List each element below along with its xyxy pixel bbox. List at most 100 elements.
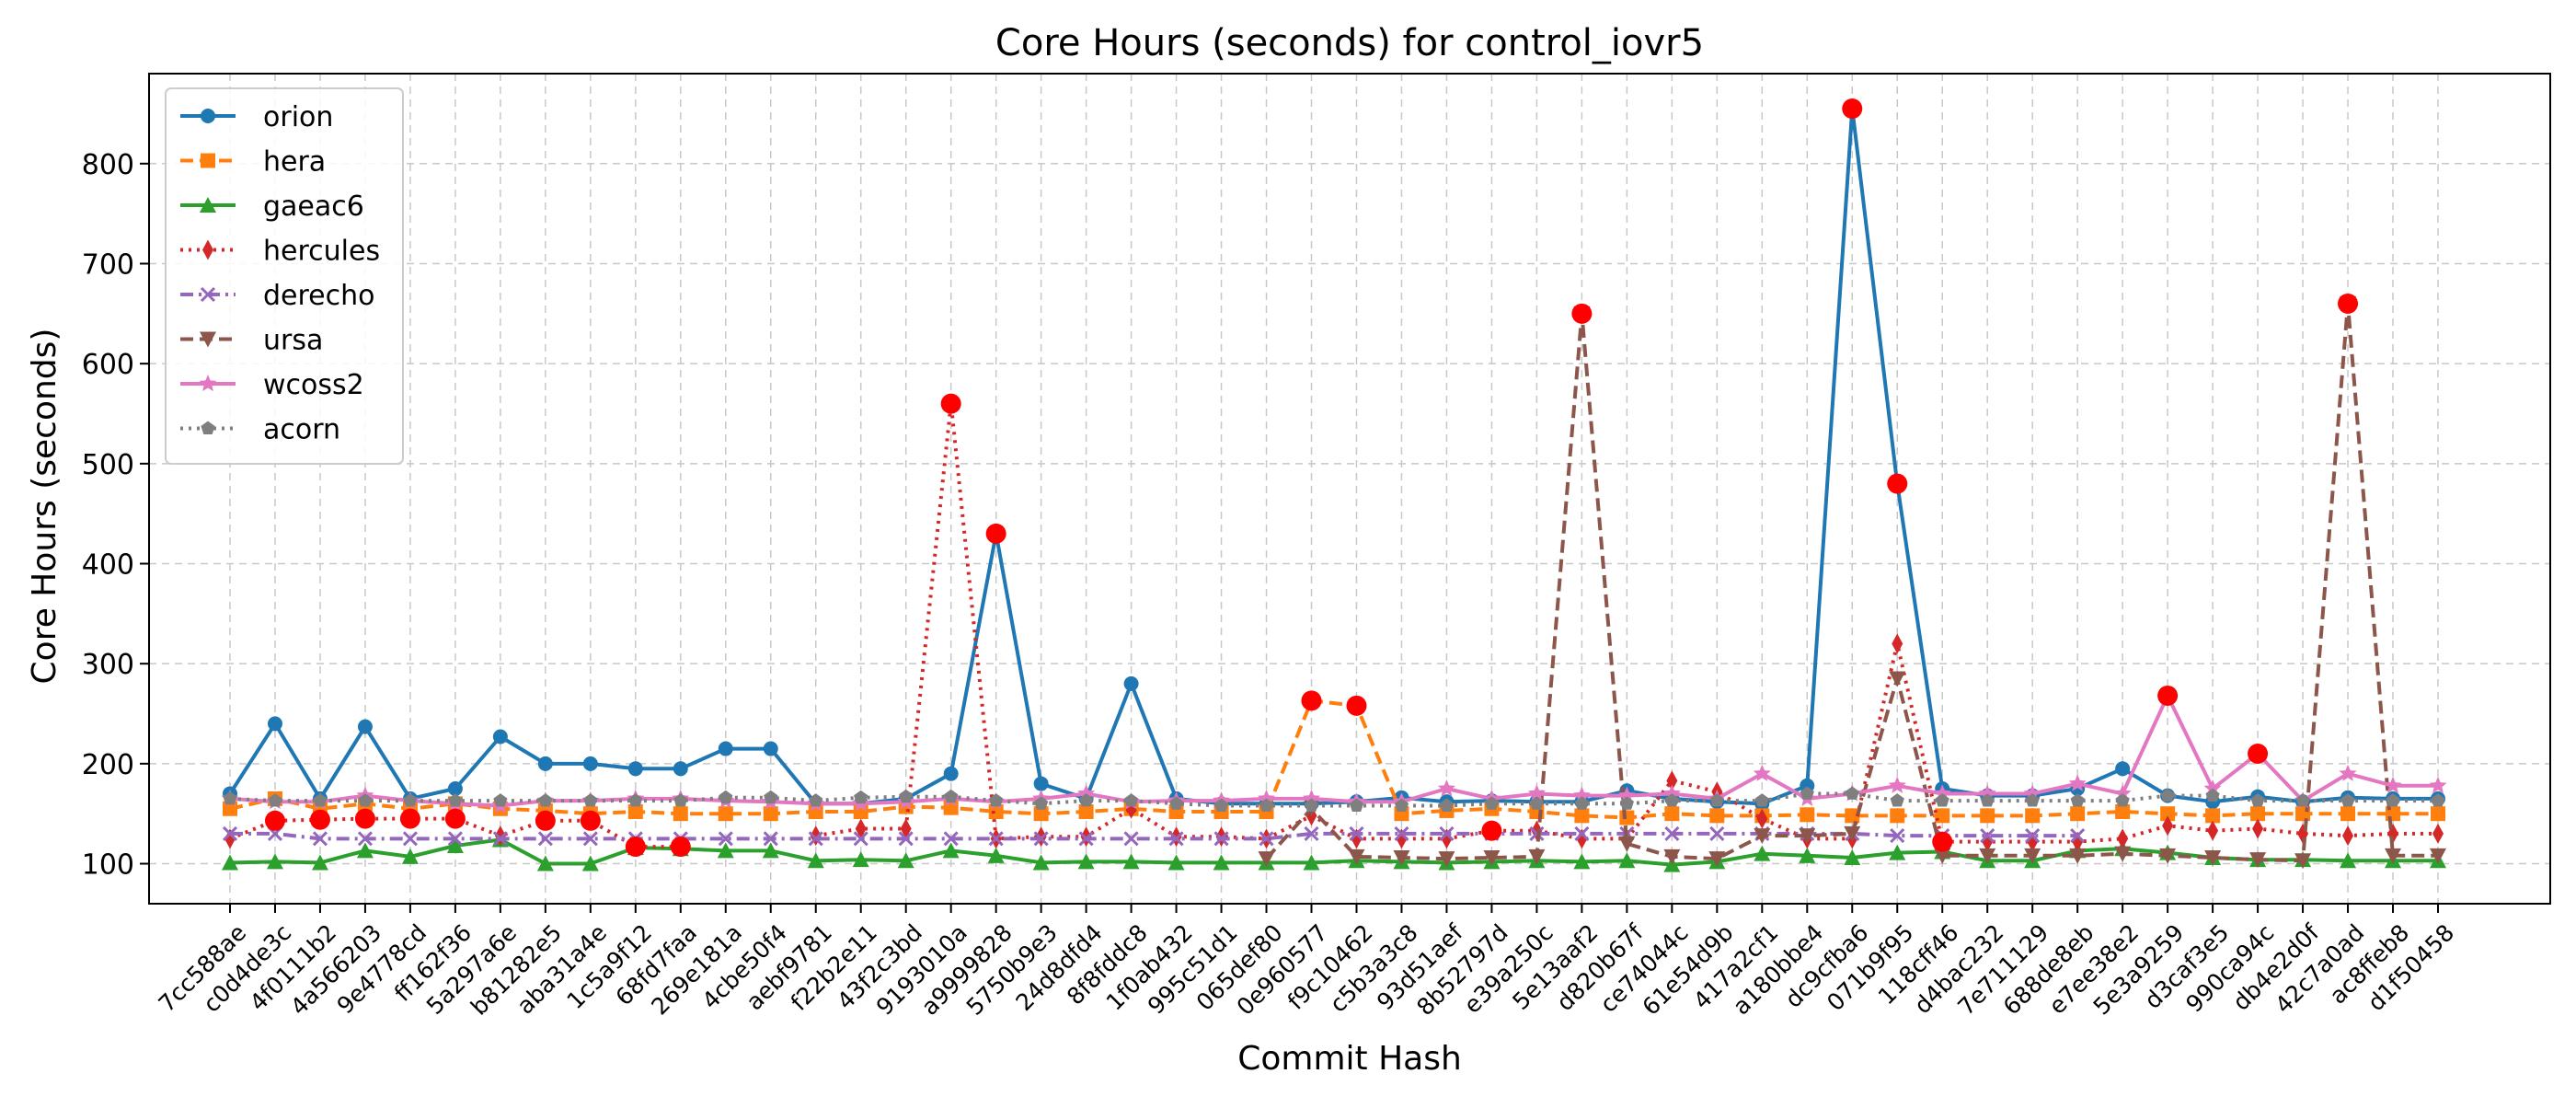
series-marker [1528,848,1546,865]
series-marker [1799,847,1816,863]
series-marker [1078,804,1094,820]
series-marker [1394,798,1409,812]
series-line [228,107,2438,806]
legend-label: wcoss2 [263,369,364,401]
series-marker [268,793,282,807]
series-line [229,694,2438,808]
series-marker [200,286,216,303]
series-marker [1619,810,1635,825]
series-marker [402,831,418,847]
series-marker [2024,848,2041,864]
series-marker [1484,796,1499,810]
series-marker [1618,852,1636,869]
series-marker [357,831,373,847]
series-marker [492,729,508,744]
series-marker [1666,770,1678,791]
series-marker [900,818,912,839]
series-marker [2115,804,2131,820]
series-marker [628,793,643,807]
series-marker [1754,793,1769,807]
series-acorn [223,786,2445,812]
series-marker [717,842,734,859]
series-marker [2068,774,2087,791]
highlight-layer [264,98,2359,858]
series-marker [2204,850,2222,867]
series-marker [1709,808,1725,824]
series-marker [1664,793,1679,807]
series-marker [1799,828,1816,845]
series-marker [356,842,374,859]
series-marker [1349,798,1364,812]
series-marker [2160,806,2176,822]
highlight-point [535,810,556,831]
series-marker [1303,854,1320,871]
series-marker [1259,831,1274,847]
series-marker [1890,828,1905,844]
series-marker [855,818,867,839]
series-marker [942,842,960,859]
series-marker [2340,806,2356,822]
series-marker [537,831,553,847]
chart-title: Core Hours (seconds) for control_iovr5 [995,22,1704,64]
legend-item-wcoss2: wcoss2 [180,369,364,401]
series-marker [2205,788,2220,802]
highlight-point [625,837,646,858]
series-marker [311,854,328,871]
series-marker [222,825,238,841]
series-marker [1123,831,1139,847]
series-marker [1304,798,1319,812]
highlight-point [309,809,330,830]
series-marker [2384,776,2402,793]
series-marker [1845,808,1860,824]
series-marker [1664,806,1680,822]
series-marker [899,789,914,803]
series-marker [538,793,553,807]
series-marker [357,719,373,734]
series-marker [582,831,598,847]
series-marker [1527,784,1546,802]
series-marker [2069,848,2087,864]
series-marker [1394,825,1409,841]
series-marker [1259,798,1274,812]
highlight-point [1887,473,1908,494]
series-marker [1664,825,1680,841]
series-marker [1574,825,1590,841]
series-marker [1889,844,1906,860]
series-marker [2340,852,2357,869]
series-marker [1529,796,1544,810]
series-marker [1980,793,1995,807]
series-marker [2385,848,2402,864]
series-marker [718,741,733,756]
legend-layer: orion hera gaeac6 hercules derecho ursa wcoss2… [165,87,404,465]
series-marker [1980,808,1995,824]
highlight-point [1932,831,1953,852]
plot-frame [148,73,2551,905]
legend-item-derecho: derecho [180,280,375,312]
legend-item-ursa: ursa [180,325,323,357]
series-marker [673,761,688,777]
highlight-point [399,808,420,829]
series-marker [2431,793,2445,807]
highlight-point [2248,743,2269,764]
series-marker [223,791,237,805]
highlight-point [444,808,466,829]
series-marker [1934,848,1951,864]
series-ursa [1258,295,2446,870]
series-marker [1756,808,1768,829]
grid-layer [149,74,2550,904]
series-marker [446,837,464,853]
series-marker [2114,846,2132,862]
series-marker [2249,852,2267,869]
series-marker [201,153,215,168]
series-marker [2342,825,2354,847]
series-marker [2294,853,2312,870]
series-marker [943,766,959,781]
x-axis-label: Commit Hash [1237,1040,1462,1078]
series-marker [763,741,778,756]
series-marker [1754,828,1771,845]
legend-label: hera [263,146,326,179]
series-marker [1122,853,1140,870]
series-marker [673,806,688,822]
